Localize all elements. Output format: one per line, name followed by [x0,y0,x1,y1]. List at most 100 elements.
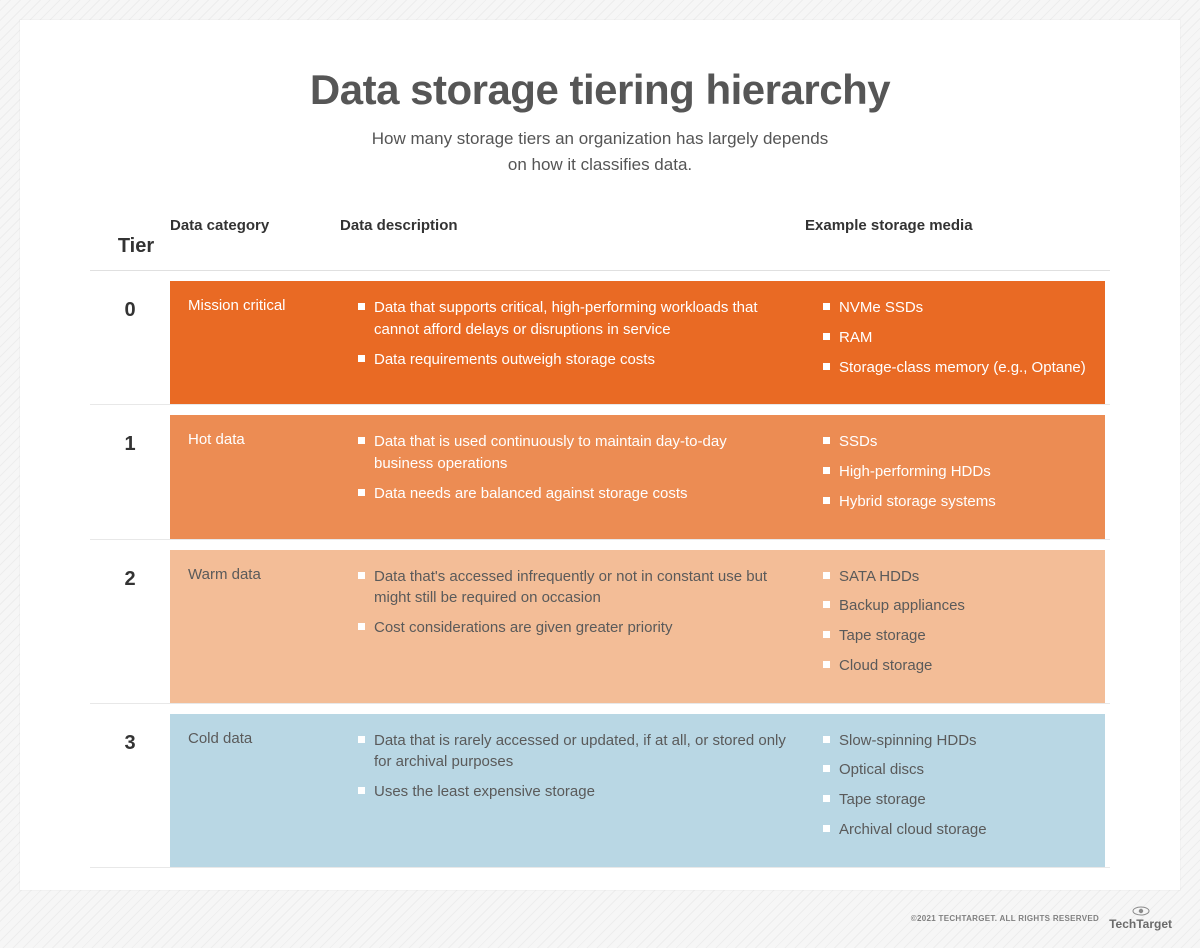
list-item: Data that supports critical, high-perfor… [358,297,787,341]
brand-name: TechTarget [1109,918,1172,930]
list-item-text: Tape storage [839,627,926,644]
bullet-icon [358,787,365,794]
col-header-media: Example storage media [805,217,1105,258]
data-description: Data that's accessed infrequently or not… [340,550,805,703]
list-item-text: Cost considerations are given greater pr… [374,619,672,636]
techtarget-logo: TechTarget [1109,906,1172,930]
list-item: Tape storage [823,625,1087,647]
bullet-icon [823,825,830,832]
col-header-description: Data description [340,217,805,258]
page-subtitle: How many storage tiers an organization h… [90,126,1110,177]
data-description: Data that is used continuously to mainta… [340,415,805,538]
list-item-text: Data that's accessed infrequently or not… [374,568,767,607]
list-item: Archival cloud storage [823,819,1087,841]
list-item-text: Archival cloud storage [839,821,987,838]
list-item: Hybrid storage systems [823,491,1087,513]
bullet-icon [823,333,830,340]
list-item: Cost considerations are given greater pr… [358,617,787,639]
data-description: Data that supports critical, high-perfor… [340,281,805,404]
list-item-text: RAM [839,329,872,346]
subtitle-line-1: How many storage tiers an organization h… [372,129,828,148]
list-item-text: Data that is rarely accessed or updated,… [374,732,786,771]
list-item: Tape storage [823,789,1087,811]
list-item: Data that's accessed infrequently or not… [358,566,787,610]
bullet-icon [823,467,830,474]
tier-number: 3 [90,714,170,867]
list-item: High-performing HDDs [823,461,1087,483]
bullet-icon [358,572,365,579]
example-media: NVMe SSDs RAM Storage-class memory (e.g., … [805,281,1105,404]
list-item-text: Backup appliances [839,597,965,614]
bullet-icon [823,572,830,579]
table-row: 2Warm data Data that's accessed infrequen… [90,550,1110,704]
list-item: Data that is rarely accessed or updated,… [358,730,787,774]
bullet-icon [823,303,830,310]
table-row: 3Cold data Data that is rarely accessed o… [90,714,1110,868]
table-row: 1Hot data Data that is used continuously … [90,415,1110,539]
bullet-icon [823,661,830,668]
bullet-icon [823,795,830,802]
tier-number: 2 [90,550,170,703]
list-item: Data requirements outweigh storage costs [358,349,787,371]
tier-number: 0 [90,281,170,404]
example-media: SSDs High-performing HDDs Hybrid storage s… [805,415,1105,538]
list-item-text: Storage-class memory (e.g., Optane) [839,359,1086,376]
list-item: SATA HDDs [823,566,1087,588]
table-header-row: Tier Data category Data description Exam… [90,207,1110,271]
data-category: Hot data [170,415,340,538]
tier-number: 1 [90,415,170,538]
example-media: SATA HDDs Backup appliances Tape storage Cl… [805,550,1105,703]
tier-table: Tier Data category Data description Exam… [90,207,1110,868]
col-header-category: Data category [170,217,340,258]
list-item-text: Cloud storage [839,657,932,674]
list-item: SSDs [823,431,1087,453]
list-item: Backup appliances [823,595,1087,617]
subtitle-line-2: on how it classifies data. [508,155,692,174]
list-item-text: Data that is used continuously to mainta… [374,433,727,472]
data-description: Data that is rarely accessed or updated,… [340,714,805,867]
content-panel: Data storage tiering hierarchy How many … [20,20,1180,890]
list-item: Data that is used continuously to mainta… [358,431,787,475]
example-media: Slow-spinning HDDs Optical discs Tape stor… [805,714,1105,867]
list-item-text: Slow-spinning HDDs [839,732,977,749]
copyright-text: ©2021 TECHTARGET. ALL RIGHTS RESERVED [911,914,1099,923]
bullet-icon [358,303,365,310]
data-category: Cold data [170,714,340,867]
list-item-text: NVMe SSDs [839,299,923,316]
list-item-text: High-performing HDDs [839,463,991,480]
list-item-text: Tape storage [839,791,926,808]
list-item-text: Optical discs [839,761,924,778]
list-item-text: SSDs [839,433,877,450]
bullet-icon [358,623,365,630]
bullet-icon [823,765,830,772]
bullet-icon [823,497,830,504]
list-item-text: Hybrid storage systems [839,493,996,510]
bullet-icon [358,736,365,743]
list-item: Data needs are balanced against storage … [358,483,787,505]
data-category: Mission critical [170,281,340,404]
list-item-text: Data needs are balanced against storage … [374,485,688,502]
bullet-icon [358,489,365,496]
list-item-text: Data that supports critical, high-perfor… [374,299,758,338]
bullet-icon [823,437,830,444]
bullet-icon [823,601,830,608]
bullet-icon [823,736,830,743]
bullet-icon [358,437,365,444]
footer: ©2021 TECHTARGET. ALL RIGHTS RESERVED Te… [911,906,1172,930]
list-item-text: Uses the least expensive storage [374,783,595,800]
list-item: RAM [823,327,1087,349]
list-item: Slow-spinning HDDs [823,730,1087,752]
list-item: Cloud storage [823,655,1087,677]
bullet-icon [358,355,365,362]
list-item-text: SATA HDDs [839,568,919,585]
list-item: Optical discs [823,759,1087,781]
data-category: Warm data [170,550,340,703]
table-row: 0Mission critical Data that supports crit… [90,281,1110,405]
bullet-icon [823,363,830,370]
list-item: Uses the least expensive storage [358,781,787,803]
col-header-tier: Tier [90,217,170,258]
list-item-text: Data requirements outweigh storage costs [374,351,655,368]
page-title: Data storage tiering hierarchy [90,66,1110,114]
list-item: Storage-class memory (e.g., Optane) [823,357,1087,379]
list-item: NVMe SSDs [823,297,1087,319]
